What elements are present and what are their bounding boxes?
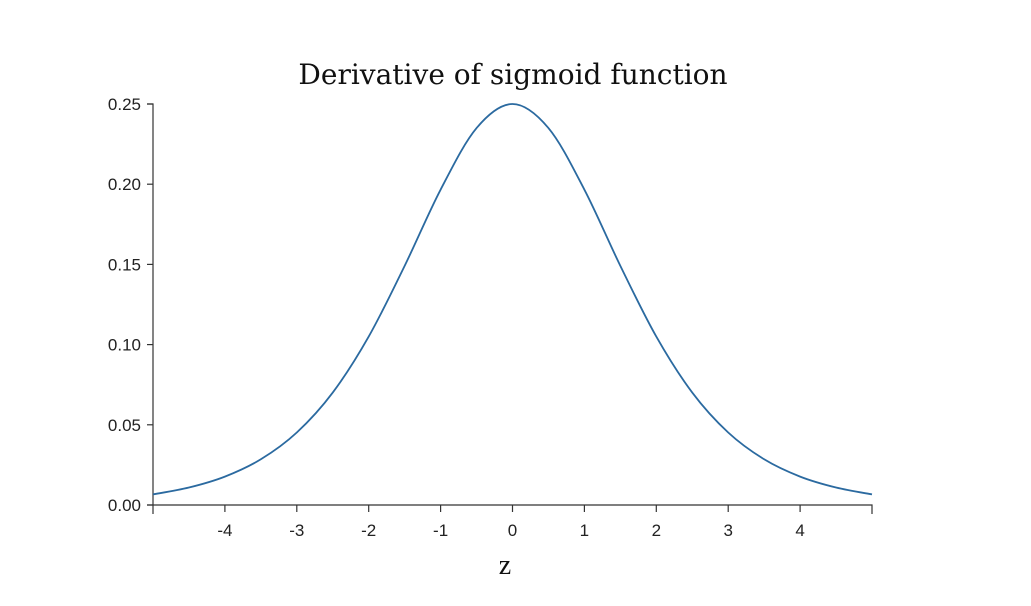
series-line: [152, 103, 873, 496]
y-axis: 0.00 0.05 0.10 0.15 0.20 0.25: [108, 95, 154, 515]
x-axis: -4 -3 -2 -1 0 1 2 3 4: [152, 504, 873, 540]
y-tick-label: 0.15: [108, 255, 141, 274]
x-tick-label: -4: [217, 521, 232, 540]
x-tick-label: -3: [289, 521, 304, 540]
y-tick-label: 0.00: [108, 496, 141, 515]
x-axis-label: z: [499, 550, 511, 581]
x-tick-label: -1: [433, 521, 448, 540]
y-tick-label: 0.25: [108, 95, 141, 114]
x-tick-label: -2: [361, 521, 376, 540]
x-tick-label: 4: [795, 521, 804, 540]
y-tick-label: 0.05: [108, 416, 141, 435]
chart-title: Derivative of sigmoid function: [298, 58, 727, 91]
series-layer: [152, 103, 873, 496]
y-axis-line: [147, 103, 154, 506]
x-tick-label: 1: [580, 521, 589, 540]
x-tick-label: 0: [508, 521, 517, 540]
y-tick-label: 0.10: [108, 336, 141, 355]
y-tick-label: 0.20: [108, 175, 141, 194]
x-tick-label: 2: [652, 521, 661, 540]
x-tick-label: 3: [723, 521, 732, 540]
